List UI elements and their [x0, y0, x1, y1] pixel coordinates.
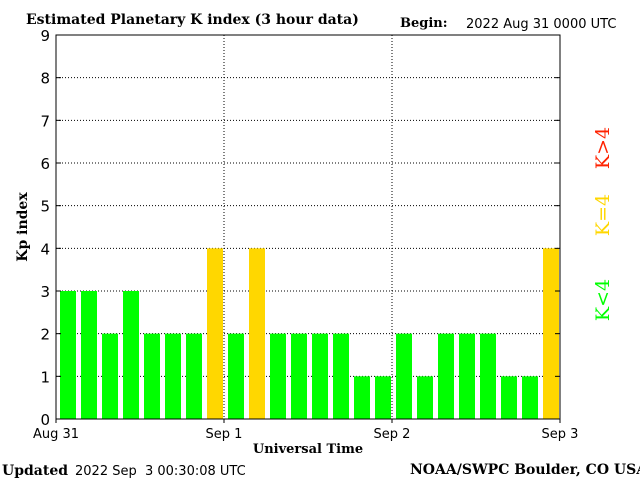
y-tick-label: 3 [40, 283, 50, 301]
kp-bar [249, 248, 265, 419]
kp-bar [291, 333, 307, 419]
y-tick-label: 9 [40, 27, 50, 45]
kp-bar [228, 333, 244, 419]
kp-bar [459, 333, 475, 419]
y-tick-label: 1 [40, 368, 50, 386]
kp-bar [207, 248, 223, 419]
kp-bar [102, 333, 118, 419]
kp-bar [333, 333, 349, 419]
y-tick-label: 0 [40, 411, 50, 429]
x-tick-label: Sep 2 [374, 427, 411, 442]
x-tick-label: Aug 31 [33, 427, 79, 442]
y-tick-label: 5 [40, 198, 50, 216]
kp-bar [480, 333, 496, 419]
kp-bar [186, 333, 202, 419]
y-axis-label: Kp index [15, 192, 31, 262]
updated-label: Updated [2, 463, 68, 479]
y-tick-label: 7 [40, 112, 50, 130]
kp-bar [123, 291, 139, 419]
begin-label: Begin: [400, 16, 448, 31]
legend-label: K<4 [592, 279, 614, 321]
x-tick-label: Sep 3 [542, 427, 579, 442]
legend-label: K=4 [592, 194, 614, 236]
kp-bar [438, 333, 454, 419]
y-tick-label: 4 [40, 240, 50, 258]
x-tick-labels: Aug 31 Sep 1 Sep 2 Sep 3 [33, 427, 578, 442]
updated-value: 2022 Sep 3 00:30:08 UTC [75, 464, 246, 479]
kp-bar [165, 333, 181, 419]
kp-bar [522, 376, 538, 419]
kp-bar [144, 333, 160, 419]
kp-bar [375, 376, 391, 419]
legend-label: K>4 [592, 127, 614, 169]
grid-lines [56, 35, 560, 419]
begin-value: 2022 Aug 31 0000 UTC [466, 17, 616, 32]
kp-bar [354, 376, 370, 419]
kp-bar [501, 376, 517, 419]
kp-bar [81, 291, 97, 419]
plot-frame [55, 34, 561, 420]
x-tick-label: Sep 1 [206, 427, 243, 442]
kp-bar [270, 333, 286, 419]
y-tick-label: 8 [40, 70, 50, 88]
bars [60, 248, 559, 419]
legend: K<4 K=4 K>4 [592, 127, 614, 321]
kp-bar [60, 291, 76, 419]
kp-bar [312, 333, 328, 419]
source-label: NOAA/SWPC Boulder, CO USA [410, 462, 640, 478]
x-axis-label: Universal Time [253, 442, 363, 457]
kp-bar [396, 333, 412, 419]
tick-marks [55, 34, 561, 423]
y-tick-labels: 0 1 2 3 4 5 6 7 8 9 [40, 27, 50, 429]
kp-bar [417, 376, 433, 419]
chart-title: Estimated Planetary K index (3 hour data… [26, 12, 359, 28]
y-tick-label: 2 [40, 326, 50, 344]
y-tick-label: 6 [40, 155, 50, 173]
